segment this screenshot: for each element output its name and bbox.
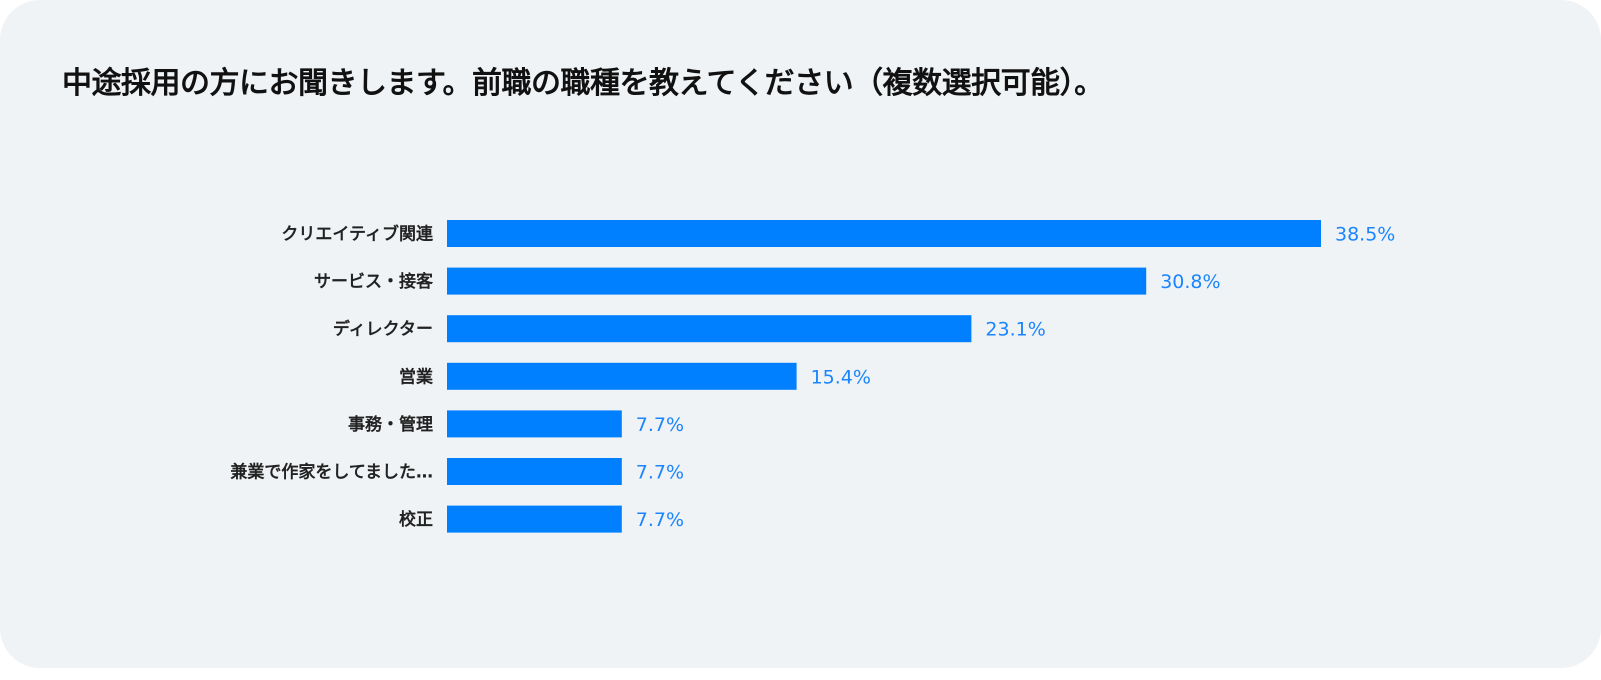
category-label: サービス・接客 (314, 271, 434, 292)
category-label: クリエイティブ関連 (281, 224, 434, 245)
chart-title: 中途採用の方にお聞きします。前職の職種を教えてください（複数選択可能）。 (62, 66, 1104, 101)
category-label: 事務・管理 (348, 414, 433, 435)
category-label: 営業 (399, 366, 433, 387)
value-label: 23.1% (985, 319, 1045, 341)
bar (447, 220, 1321, 247)
value-label: 15.4% (811, 366, 871, 388)
value-label: 30.8% (1160, 271, 1220, 293)
bar (447, 458, 622, 485)
bar (447, 315, 972, 343)
category-label: ディレクター (333, 319, 433, 340)
value-label: 7.7% (636, 414, 684, 436)
value-label: 7.7% (636, 462, 684, 484)
bar (447, 267, 1147, 295)
value-label: 38.5% (1335, 224, 1395, 246)
bar (447, 410, 622, 438)
bar (447, 505, 622, 533)
bar (447, 362, 797, 390)
category-label: 校正 (399, 509, 433, 530)
category-label: 兼業で作家をしてました… (230, 462, 433, 483)
value-label: 7.7% (636, 509, 684, 531)
